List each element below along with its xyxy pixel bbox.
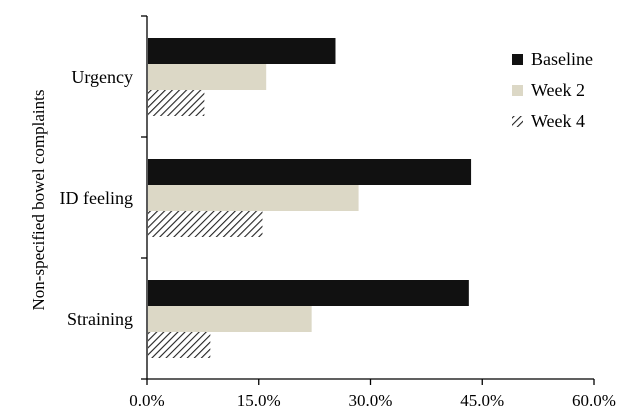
bars-group <box>148 38 472 358</box>
legend-label-week-4: Week 4 <box>531 111 585 131</box>
bar-id-feeling-week-4 <box>148 211 263 237</box>
bar-urgency-week-4 <box>148 90 205 116</box>
category-label-straining: Straining <box>67 309 133 329</box>
bar-urgency-week-2 <box>148 64 267 90</box>
legend-swatch-baseline <box>512 54 523 65</box>
legend-swatch-week-2 <box>512 85 523 96</box>
x-tick-label: 60.0% <box>572 391 616 410</box>
y-axis-title: Non-specified bowel complaints <box>29 90 48 311</box>
x-tick-label: 15.0% <box>237 391 281 410</box>
x-tick-label: 30.0% <box>349 391 393 410</box>
bar-straining-baseline <box>148 280 469 306</box>
bar-straining-week-2 <box>148 306 312 332</box>
legend: Baseline Week 2 Week 4 <box>512 49 593 131</box>
category-label-urgency: Urgency <box>71 67 133 87</box>
x-tick-label: 45.0% <box>460 391 504 410</box>
bar-id-feeling-baseline <box>148 159 472 185</box>
legend-label-week-2: Week 2 <box>531 80 585 100</box>
axes-group: Urgency ID feeling Straining 0.0% 15.0% 30.0%… <box>60 15 616 410</box>
x-tick-label: 0.0% <box>129 391 164 410</box>
bar-urgency-baseline <box>148 38 336 64</box>
category-label-id-feeling: ID feeling <box>60 188 133 208</box>
legend-swatch-week-4 <box>512 116 523 127</box>
legend-label-baseline: Baseline <box>531 49 593 69</box>
bar-straining-week-4 <box>148 332 211 358</box>
bar-id-feeling-week-2 <box>148 185 359 211</box>
